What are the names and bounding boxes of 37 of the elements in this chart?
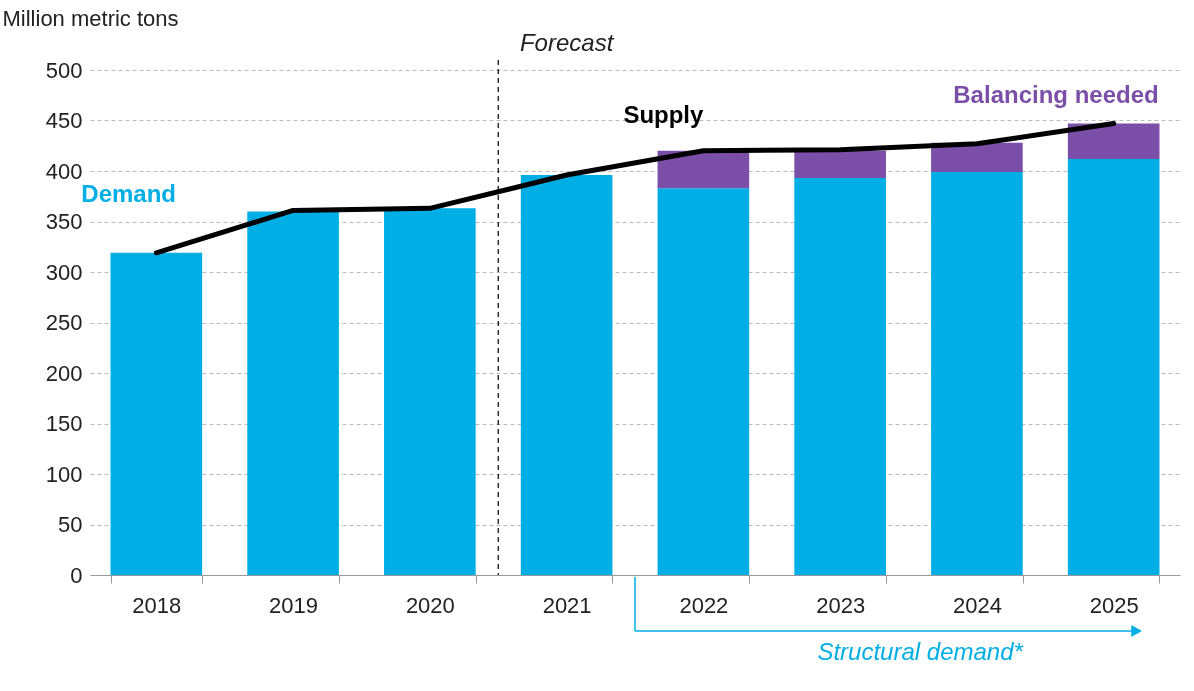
- bar: [794, 178, 886, 575]
- y-tick-label: 50: [58, 512, 83, 537]
- x-tick-label: 2020: [405, 592, 455, 618]
- bar: [657, 188, 750, 575]
- y-axis-title: Million metric tons: [2, 5, 179, 31]
- bar: [794, 150, 886, 179]
- y-tick-label: 250: [45, 310, 83, 335]
- y-tick-label: 200: [45, 360, 83, 386]
- series-label: Balancing needed: [953, 80, 1159, 108]
- bar: [1067, 123, 1160, 159]
- y-tick-label: 500: [45, 57, 83, 83]
- y-tick-label: 350: [45, 209, 83, 234]
- x-tick-label: 2019: [269, 592, 319, 618]
- x-tick-label: 2018: [132, 592, 182, 618]
- x-tick-label: 2023: [816, 592, 866, 618]
- bar: [931, 172, 1023, 575]
- y-tick-label: 450: [45, 108, 83, 133]
- series-label: Supply: [623, 100, 705, 128]
- y-tick-label: 400: [45, 158, 83, 184]
- y-tick-label: 300: [45, 259, 83, 285]
- x-tick-label: 2022: [679, 592, 729, 618]
- bar: [520, 175, 613, 575]
- y-tick-label: 150: [45, 411, 83, 436]
- y-tick-label: 0: [70, 562, 83, 588]
- ref-line-label: Forecast: [519, 29, 615, 56]
- bar: [384, 208, 476, 575]
- x-tick-label: 2024: [952, 592, 1002, 618]
- bar: [931, 142, 1023, 173]
- bar: [1067, 158, 1160, 575]
- bar: [110, 252, 203, 575]
- x-tick-label: 2021: [542, 592, 592, 618]
- x-tick-label: 2025: [1089, 592, 1139, 618]
- y-tick-label: 100: [45, 461, 83, 487]
- series-label: Demand: [81, 179, 177, 207]
- bar: [247, 211, 339, 575]
- bar: [657, 150, 750, 189]
- text: Structural demand*: [817, 638, 1024, 665]
